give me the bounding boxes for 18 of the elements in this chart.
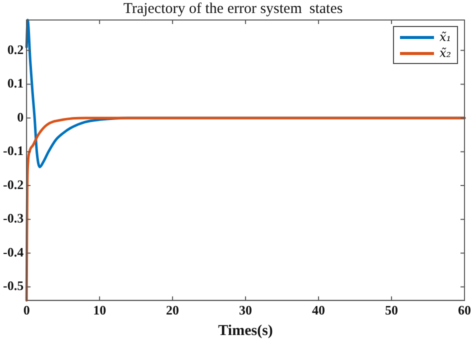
x-tick-label: 60 — [458, 302, 471, 318]
x-tick-label: 30 — [239, 302, 252, 318]
y-tick-label: -0.5 — [2, 278, 24, 294]
legend-label: x̃₁ — [440, 30, 452, 44]
y-tick-label: -0.4 — [2, 244, 24, 260]
x-tick-label: 10 — [93, 302, 106, 318]
y-tick-label: -0.2 — [2, 176, 24, 192]
y-tick-label: 0.2 — [7, 42, 24, 57]
legend-label: x̃₂ — [440, 46, 452, 60]
y-tick-label: 0.1 — [7, 76, 24, 91]
x-axis-title: Times(s) — [218, 322, 273, 339]
chart-title: Trajectory of the error system states — [123, 0, 343, 17]
x-tick-label: 40 — [312, 302, 326, 318]
y-tick-label: -0.1 — [2, 143, 24, 158]
y-tick-label: -0.3 — [2, 210, 24, 226]
x-tick-label: 50 — [385, 302, 398, 318]
y-tick-label: 0 — [17, 109, 24, 124]
x-tick-label: 20 — [166, 302, 180, 318]
